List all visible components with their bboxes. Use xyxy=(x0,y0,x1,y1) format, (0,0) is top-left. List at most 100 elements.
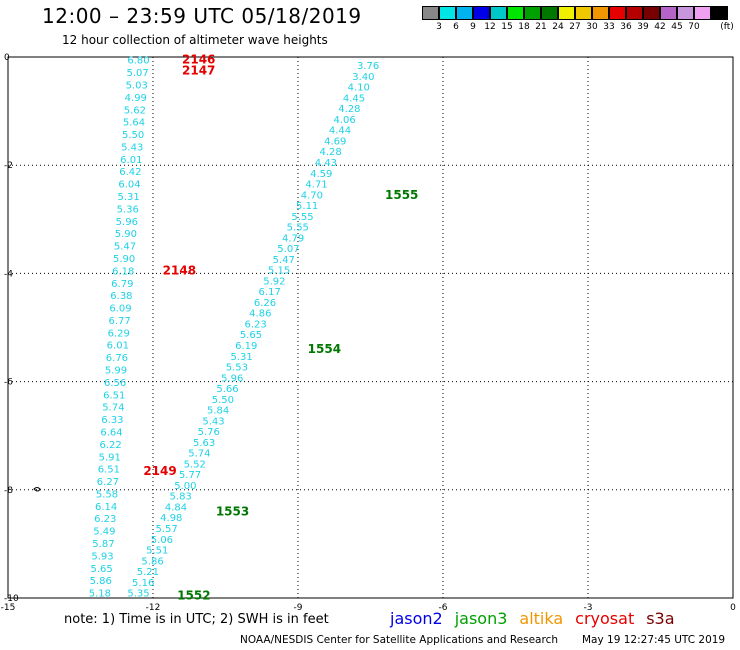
wave-height-value: 5.07 xyxy=(126,68,148,79)
wave-height-value: 4.06 xyxy=(334,115,356,126)
wave-height-value: 6.64 xyxy=(100,427,122,438)
lat-tick-label: -6 xyxy=(4,378,13,388)
wave-height-value: 5.36 xyxy=(117,204,139,215)
wave-height-value: 5.96 xyxy=(221,373,243,384)
wave-height-value: 5.77 xyxy=(179,470,201,481)
wave-height-value: 6.51 xyxy=(98,465,120,476)
wave-height-value: 5.86 xyxy=(141,556,163,567)
wave-height-value: 5.47 xyxy=(273,255,295,266)
satellite-legend: jason2 jason3 altika cryosat s3a xyxy=(390,609,687,628)
color-scale-label: 12 xyxy=(484,22,496,32)
page-subtitle: 12 hour collection of altimeter wave hei… xyxy=(62,33,328,47)
wave-height-value: 5.35 xyxy=(127,589,149,600)
wave-height-value: 6.01 xyxy=(120,155,142,166)
wave-height-value: 5.57 xyxy=(155,524,177,535)
pass-time-label: 1552 xyxy=(177,588,210,602)
wave-height-value: 5.00 xyxy=(174,481,196,492)
color-scale-label: 39 xyxy=(637,22,649,32)
wave-height-value: 5.63 xyxy=(193,438,215,449)
wave-height-value: 5.16 xyxy=(132,578,154,589)
wave-height-value: 4.79 xyxy=(282,233,304,244)
lat-tick-label: 0 xyxy=(4,53,10,63)
wave-height-value: 4.86 xyxy=(249,309,271,320)
wave-height-value: 5.91 xyxy=(99,452,121,463)
satellite-legend-item: jason3 xyxy=(454,609,508,628)
wave-height-value: 5.65 xyxy=(240,330,262,341)
wave-height-value: 6.23 xyxy=(94,514,116,525)
color-scale-label: 9 xyxy=(470,22,476,32)
wave-height-value: 4.84 xyxy=(165,502,187,513)
wave-height-value: 6.09 xyxy=(109,304,131,315)
satellite-legend-item: s3a xyxy=(646,609,675,628)
wave-height-value: 5.96 xyxy=(116,217,138,228)
wave-height-value: 6.42 xyxy=(119,167,141,178)
wave-height-value: 4.98 xyxy=(160,513,182,524)
pass-time-label: 1553 xyxy=(216,504,249,518)
wave-height-value: 5.92 xyxy=(263,276,285,287)
lon-tick-label: -6 xyxy=(439,603,448,613)
wave-height-value: 6.29 xyxy=(108,328,130,339)
wave-height-value: 4.43 xyxy=(315,158,337,169)
wave-height-value: 5.06 xyxy=(151,535,173,546)
wave-height-value: 5.58 xyxy=(96,489,118,500)
color-swatch xyxy=(541,6,558,20)
wave-height-value: 5.49 xyxy=(93,527,115,538)
color-swatch xyxy=(660,6,677,20)
pass-time-label: 2146 xyxy=(182,53,215,67)
wave-height-value: 4.70 xyxy=(301,190,323,201)
color-swatch xyxy=(643,6,660,20)
color-swatch xyxy=(609,6,626,20)
axis-ticks: -15 -12 -9 -6 -3 0 0 -2 -4 -6 -8 -10 xyxy=(1,53,736,613)
wave-height-value: 5.66 xyxy=(216,384,238,395)
wave-height-value: 5.62 xyxy=(124,105,146,116)
wave-height-value: 6.33 xyxy=(101,415,123,426)
color-scale-label: 33 xyxy=(603,22,615,32)
lat-tick-label: -8 xyxy=(4,486,13,496)
pass-time-label: 1555 xyxy=(385,188,418,202)
color-swatch xyxy=(490,6,507,20)
color-scale-label: 27 xyxy=(569,22,581,32)
color-swatch xyxy=(711,6,728,20)
lon-tick-label: -15 xyxy=(1,603,16,613)
color-scale-unit: (ft) xyxy=(720,22,734,32)
wave-height-value: 6.14 xyxy=(95,502,117,513)
color-scale-label: 18 xyxy=(518,22,530,32)
wave-height-value: 5.15 xyxy=(268,266,290,277)
satellite-legend-item: jason2 xyxy=(390,609,443,628)
wave-height-value: 5.64 xyxy=(123,118,145,129)
color-swatch xyxy=(558,6,575,20)
lon-tick-label: -9 xyxy=(294,603,303,613)
wave-height-value: 5.93 xyxy=(91,551,113,562)
wave-height-value: 5.31 xyxy=(230,352,252,363)
wave-height-value: 6.19 xyxy=(235,341,257,352)
wave-height-value: 6.80 xyxy=(127,56,149,67)
wave-height-value: 5.90 xyxy=(113,254,135,265)
wave-height-value: 5.87 xyxy=(92,539,114,550)
color-swatch xyxy=(439,6,456,20)
color-scale-label: 15 xyxy=(501,22,513,32)
footnote: note: 1) Time is in UTC; 2) SWH is in fe… xyxy=(64,612,329,627)
wave-height-value: 5.50 xyxy=(212,395,234,406)
wave-height-value: 5.76 xyxy=(198,427,220,438)
wave-height-value: 5.18 xyxy=(89,589,111,600)
wave-height-value: 5.03 xyxy=(126,80,148,91)
wave-height-value: 6.51 xyxy=(103,390,125,401)
lat-tick-label: -10 xyxy=(4,594,19,604)
wave-height-value: 5.47 xyxy=(114,242,136,253)
satellite-legend-item: altika xyxy=(519,609,564,628)
color-scale-label: 6 xyxy=(453,22,459,32)
color-scale-label: 30 xyxy=(586,22,598,32)
wave-height-value: 5.83 xyxy=(170,492,192,503)
color-swatch xyxy=(473,6,490,20)
pass-time-label: 2147 xyxy=(182,64,215,78)
wave-height-value: 6.27 xyxy=(97,477,119,488)
wave-height-value: 6.18 xyxy=(112,266,134,277)
satellite-legend-item: cryosat xyxy=(575,609,635,628)
wave-height-value: 4.10 xyxy=(348,83,370,94)
credit-line: NOAA/NESDIS Center for Satellite Applica… xyxy=(240,634,558,646)
wave-height-value: 5.90 xyxy=(115,229,137,240)
island-outline xyxy=(33,487,41,492)
wave-height-value: 5.53 xyxy=(226,363,248,374)
color-swatch xyxy=(592,6,609,20)
